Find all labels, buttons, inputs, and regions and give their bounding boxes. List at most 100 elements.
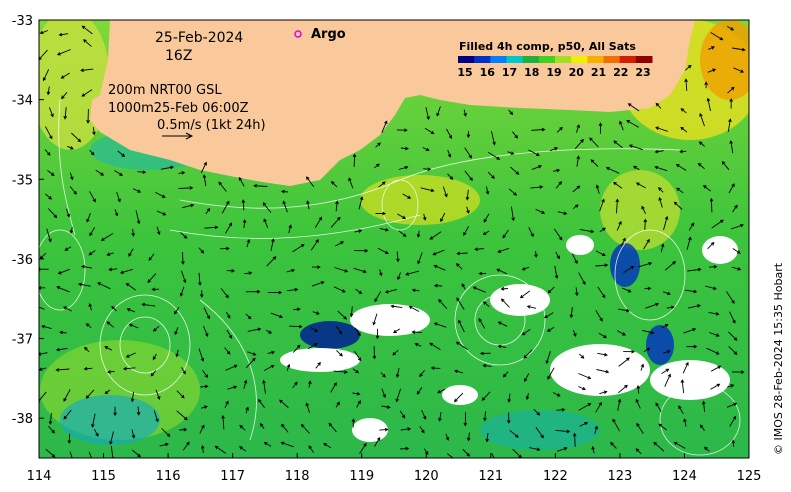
current-arrow bbox=[429, 231, 442, 240]
x-tick-label: 120 bbox=[414, 469, 439, 484]
y-tick-label: -33 bbox=[12, 14, 33, 29]
current-arrow bbox=[336, 350, 343, 357]
legend-swatch bbox=[603, 56, 621, 63]
current-arrow bbox=[508, 188, 517, 196]
current-arrow bbox=[535, 427, 544, 439]
current-arrow bbox=[463, 109, 467, 117]
current-arrow bbox=[356, 400, 361, 408]
current-arrow bbox=[462, 448, 471, 457]
current-arrow bbox=[526, 305, 537, 309]
legend-tick-label: 20 bbox=[569, 66, 585, 79]
legend-swatch bbox=[506, 56, 524, 63]
current-arrow bbox=[179, 427, 188, 432]
current-arrow bbox=[552, 392, 561, 397]
current-arrow bbox=[425, 107, 430, 121]
hour-label: 16Z bbox=[165, 48, 192, 64]
current-arrow bbox=[202, 369, 209, 379]
current-arrow bbox=[151, 287, 160, 292]
current-arrow bbox=[500, 298, 510, 308]
current-arrow bbox=[69, 186, 77, 195]
legend-ticks: 15 16 17 18 19 20 21 22 23 bbox=[457, 66, 650, 79]
current-arrow bbox=[47, 170, 55, 176]
date-label: 25-Feb-2024 bbox=[155, 30, 243, 46]
current-arrow bbox=[39, 30, 49, 35]
current-arrow bbox=[396, 128, 408, 132]
current-arrow bbox=[618, 384, 628, 394]
current-arrow bbox=[711, 219, 724, 229]
current-arrow bbox=[349, 306, 354, 318]
current-arrow bbox=[472, 286, 486, 293]
current-arrow bbox=[544, 312, 554, 319]
current-arrow bbox=[500, 286, 508, 291]
current-arrow bbox=[330, 181, 338, 188]
current-arrow bbox=[510, 206, 515, 222]
current-arrow bbox=[245, 289, 261, 294]
current-arrow bbox=[679, 149, 687, 154]
current-arrows bbox=[39, 25, 746, 458]
current-arrow bbox=[456, 251, 468, 256]
current-arrow bbox=[596, 369, 610, 374]
current-arrow bbox=[684, 78, 688, 91]
current-arrow bbox=[152, 353, 157, 361]
current-arrow bbox=[660, 243, 665, 253]
current-arrow bbox=[85, 389, 95, 399]
current-arrow bbox=[379, 227, 389, 232]
current-arrow bbox=[247, 351, 257, 356]
current-arrow bbox=[628, 144, 643, 151]
current-arrow bbox=[732, 204, 738, 213]
current-arrow bbox=[263, 442, 272, 447]
current-arrow bbox=[422, 213, 427, 221]
current-arrow bbox=[664, 373, 671, 387]
current-arrow bbox=[432, 249, 445, 256]
current-arrow bbox=[623, 349, 636, 354]
x-tick-label: 121 bbox=[478, 469, 503, 484]
current-arrow bbox=[39, 286, 46, 290]
current-arrow bbox=[201, 405, 208, 409]
legend-tick-label: 18 bbox=[524, 66, 539, 79]
current-arrow bbox=[728, 183, 735, 194]
current-arrow bbox=[578, 386, 586, 391]
warm-patch bbox=[700, 20, 749, 100]
current-arrow bbox=[137, 170, 147, 174]
current-arrow bbox=[148, 253, 155, 261]
current-arrow bbox=[335, 200, 339, 212]
current-arrow bbox=[292, 243, 305, 253]
current-arrow bbox=[729, 98, 733, 109]
current-arrow bbox=[703, 446, 710, 452]
current-arrow bbox=[658, 187, 664, 193]
current-arrow bbox=[497, 247, 510, 253]
current-arrow bbox=[395, 368, 400, 378]
current-arrow bbox=[126, 308, 136, 313]
plot-frame bbox=[38, 19, 750, 459]
x-tick-label: 125 bbox=[737, 469, 762, 484]
current-arrow bbox=[94, 429, 99, 437]
current-arrow bbox=[699, 112, 705, 127]
current-arrow bbox=[375, 211, 387, 216]
y-tick-label: -35 bbox=[12, 173, 33, 188]
current-arrow bbox=[589, 137, 599, 148]
current-arrow bbox=[533, 408, 541, 416]
current-arrow bbox=[358, 196, 364, 210]
y-tick-label: -34 bbox=[12, 94, 33, 109]
current-arrow bbox=[141, 302, 156, 307]
current-arrow bbox=[308, 445, 314, 453]
current-arrow bbox=[374, 436, 381, 447]
current-arrow bbox=[615, 198, 620, 214]
current-arrow bbox=[45, 126, 53, 140]
current-arrow bbox=[153, 410, 159, 423]
current-arrow bbox=[616, 330, 626, 336]
current-arrow bbox=[354, 229, 363, 233]
current-arrow bbox=[41, 324, 52, 330]
current-arrow bbox=[638, 262, 653, 268]
x-axis: 114 115 116 117 118 119 120 121 122 123 124 125 bbox=[27, 453, 762, 484]
current-arrow bbox=[246, 238, 251, 248]
current-arrow bbox=[243, 379, 248, 389]
current-arrow bbox=[61, 92, 68, 100]
current-arrow bbox=[175, 349, 179, 358]
current-arrow bbox=[497, 344, 507, 349]
current-arrow bbox=[266, 256, 277, 267]
legend-tick-label: 15 bbox=[457, 66, 472, 79]
current-arrow bbox=[263, 218, 269, 228]
current-arrow bbox=[77, 282, 91, 287]
